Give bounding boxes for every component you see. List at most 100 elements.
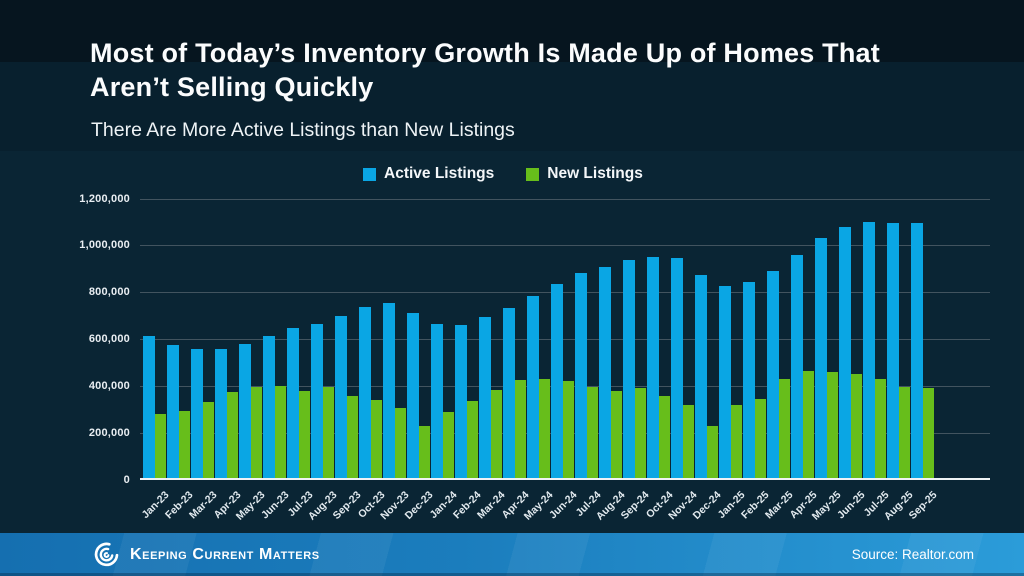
bar-active-listings [527, 296, 539, 480]
bar-group-jul-24 [575, 199, 599, 480]
bar-new-listings [922, 388, 934, 480]
brand-name: Keeping Current Matters [130, 545, 320, 563]
bar-new-listings [682, 405, 694, 480]
bar-group-jun-23 [263, 199, 287, 480]
bar-new-listings [394, 408, 406, 480]
bar-new-listings [202, 402, 214, 480]
slide-title: Most of Today’s Inventory Growth Is Made… [90, 38, 880, 102]
bar-new-listings [178, 411, 190, 480]
bar-active-listings [167, 345, 179, 480]
bar-group-jan-24 [431, 199, 455, 480]
bar-new-listings [514, 380, 526, 480]
bar-new-listings [802, 371, 814, 480]
bar-new-listings [154, 414, 166, 480]
bar-active-listings [743, 282, 755, 480]
bar-new-listings [250, 387, 262, 480]
new-listings-swatch-icon [526, 167, 540, 181]
bar-new-listings [322, 387, 334, 480]
bar-new-listings [610, 391, 622, 480]
gridline [140, 339, 990, 340]
bar-active-listings [191, 349, 203, 480]
bar-active-listings [239, 344, 251, 480]
bar-group-dec-24 [695, 199, 719, 480]
bar-active-listings [287, 328, 299, 480]
bar-group-mar-24 [479, 199, 503, 480]
bar-active-listings [623, 260, 635, 480]
bar-active-listings [479, 317, 491, 480]
bar-new-listings [754, 399, 766, 480]
bar-new-listings [274, 386, 286, 480]
bar-active-listings [575, 273, 587, 480]
bar-new-listings [874, 379, 886, 480]
bar-group-mar-23 [191, 199, 215, 480]
bar-group-may-24 [527, 199, 551, 480]
bar-group-sep-23 [335, 199, 359, 480]
bar-group-feb-25 [743, 199, 767, 480]
bar-group-may-25 [815, 199, 839, 480]
bar-new-listings [442, 412, 454, 480]
bar-active-listings [647, 257, 659, 480]
legend-label-active-listings: Active Listings [384, 165, 495, 182]
bar-active-listings [671, 258, 683, 480]
gridline [140, 245, 990, 247]
bar-active-listings [863, 222, 875, 480]
bar-active-listings [695, 275, 707, 480]
y-axis-tick-label: 0 [123, 473, 130, 486]
bar-active-listings [455, 325, 467, 480]
bar-new-listings [850, 374, 862, 480]
chart-legend: Active Listings New Listings [363, 165, 643, 183]
bar-active-listings [311, 324, 323, 480]
source-attribution: Source: Realtor.com [851, 547, 974, 562]
legend-item-new-listings: New Listings [526, 165, 643, 183]
bar-group-apr-24 [503, 199, 527, 480]
bar-new-listings [730, 405, 742, 480]
bar-new-listings [418, 426, 430, 480]
bar-new-listings [226, 392, 238, 480]
bar-active-listings [791, 255, 803, 480]
bar-active-listings [215, 349, 227, 480]
bar-new-listings [298, 391, 310, 480]
legend-label-new-listings: New Listings [547, 165, 643, 182]
bar-new-listings [706, 426, 718, 480]
footer-bar: Keeping Current Matters Source: Realtor.… [0, 533, 1024, 576]
bar-group-oct-24 [647, 199, 671, 480]
bar-new-listings [538, 379, 550, 480]
bar-active-listings [599, 267, 611, 480]
bar-new-listings [490, 390, 502, 480]
bar-active-listings [359, 307, 371, 480]
bar-new-listings [370, 400, 382, 480]
bar-group-jul-25 [863, 199, 887, 480]
bar-active-listings [383, 303, 395, 480]
bar-new-listings [634, 388, 646, 480]
bar-active-listings [143, 336, 155, 480]
bar-active-listings [839, 227, 851, 480]
bar-active-listings [767, 271, 779, 480]
bar-group-dec-23 [407, 199, 431, 480]
bar-new-listings [778, 379, 790, 480]
y-axis-tick-label: 800,000 [88, 286, 130, 299]
background-band-top [0, 0, 1024, 62]
kcm-spiral-logo-icon [94, 542, 119, 567]
bar-new-listings [346, 396, 358, 480]
bar-group-mar-25 [767, 199, 791, 480]
legend-item-active-listings: Active Listings [363, 165, 494, 183]
bar-active-listings [911, 223, 923, 480]
bar-group-aug-23 [311, 199, 335, 480]
background-band-mid [0, 62, 1024, 151]
bar-new-listings [898, 387, 910, 480]
bar-active-listings [551, 284, 563, 480]
y-axis-tick-label: 200,000 [88, 426, 130, 439]
active-listings-swatch-icon [363, 167, 376, 181]
bar-new-listings [562, 381, 574, 480]
bar-group-nov-23 [383, 199, 407, 480]
bar-group-aug-24 [599, 199, 623, 480]
bar-group-apr-23 [215, 199, 239, 480]
bar-group-may-23 [239, 199, 263, 480]
y-axis-tick-label: 600,000 [88, 333, 130, 345]
bar-group-sep-24 [623, 199, 647, 480]
y-axis-tick-label: 1,000,000 [79, 239, 130, 252]
bar-active-listings [407, 313, 419, 480]
bar-group-jan-23 [143, 199, 167, 480]
bar-chart-plot-area [140, 198, 990, 480]
